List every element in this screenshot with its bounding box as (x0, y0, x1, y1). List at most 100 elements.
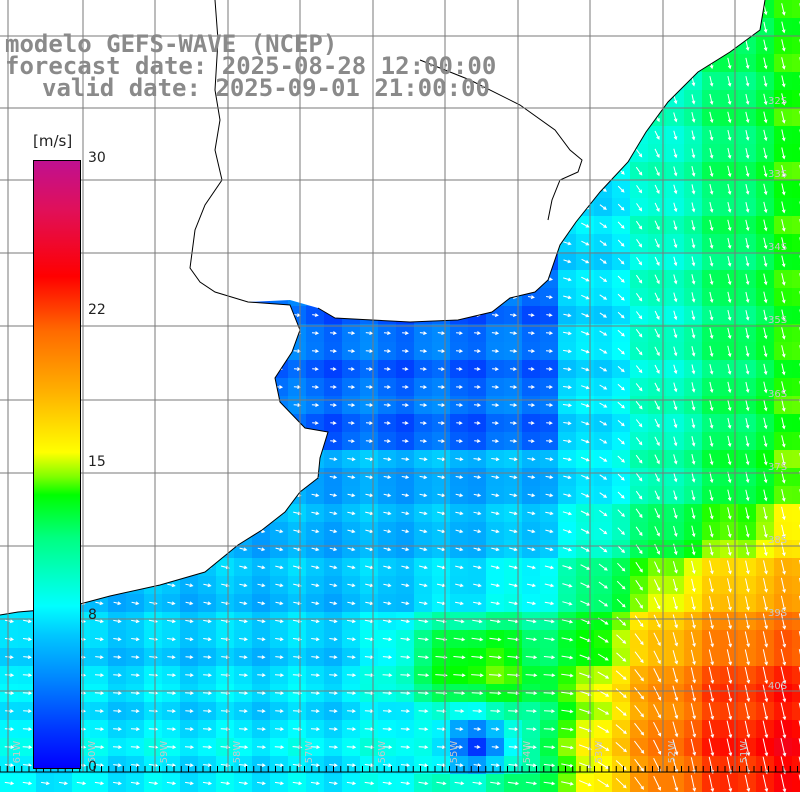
wind-arrow (167, 529, 176, 534)
wind-arrow (673, 4, 678, 15)
wind-arrow (365, 133, 374, 137)
wind-arrow (132, 241, 139, 245)
wind-arrow (636, 23, 643, 32)
wind-arrow (727, 21, 732, 33)
wind-arrow (780, 613, 787, 630)
wind-arrow (510, 79, 517, 83)
wind-arrow (654, 202, 660, 213)
wind-arrow (5, 349, 14, 353)
colorbar-unit: [m/s] (33, 132, 73, 150)
wind-arrow (275, 115, 284, 119)
wind-arrow (581, 7, 590, 12)
wind-arrow (311, 115, 320, 119)
wind-arrow (636, 185, 643, 194)
wind-arrow (635, 166, 643, 176)
wind-arrow (59, 115, 68, 119)
wind-arrow (617, 149, 625, 157)
wind-arrow (22, 691, 33, 695)
wind-arrow (745, 381, 750, 394)
wind-arrow (23, 709, 32, 713)
wind-arrow (727, 542, 732, 557)
wind-arrow (203, 115, 212, 119)
wind-arrow (167, 187, 175, 191)
wind-arrow (401, 565, 410, 570)
wind-arrow (438, 367, 445, 371)
wind-arrow (329, 655, 338, 659)
wind-arrow (329, 673, 338, 677)
wind-arrow (202, 781, 213, 786)
wind-arrow (492, 133, 499, 137)
wind-arrow (166, 727, 177, 731)
wind-arrow (95, 295, 104, 299)
wind-arrow (780, 702, 787, 721)
wind-arrow (41, 61, 50, 65)
wind-arrow (544, 565, 555, 570)
wind-arrow (691, 22, 696, 33)
wind-arrow (597, 743, 610, 751)
wind-arrow (167, 493, 176, 498)
wind-arrow (489, 691, 502, 696)
wind-arrow (727, 417, 732, 430)
wind-arrow (330, 43, 337, 47)
wind-arrow (348, 367, 355, 371)
wind-arrow (563, 43, 572, 48)
wind-arrow (599, 545, 608, 553)
wind-arrow (113, 457, 122, 461)
wind-arrow (257, 277, 265, 281)
wind-arrow (95, 457, 104, 462)
wind-arrow (330, 313, 337, 317)
wind-arrow (727, 345, 732, 358)
wind-arrow (580, 168, 590, 174)
wind-arrow (258, 97, 265, 101)
wind-arrow (167, 511, 176, 516)
wind-arrow (581, 294, 590, 300)
wind-arrow (402, 439, 409, 443)
wind-arrow (292, 781, 303, 786)
wind-arrow (745, 489, 750, 502)
wind-arrow (330, 295, 337, 299)
wind-arrow (492, 79, 499, 83)
wind-arrow (186, 133, 193, 137)
wind-arrow (617, 95, 625, 103)
wind-arrow (745, 76, 750, 87)
wind-arrow (545, 277, 554, 281)
wind-arrow (635, 41, 643, 50)
wind-arrow (418, 565, 428, 570)
wind-arrow (528, 421, 535, 425)
wind-arrow (599, 474, 608, 480)
wind-arrow (473, 583, 482, 588)
wind-arrow (348, 205, 355, 209)
wind-arrow (328, 745, 339, 749)
wind-arrow (763, 417, 768, 430)
wind-arrow (418, 727, 429, 731)
wind-arrow (329, 493, 338, 497)
wind-arrow (24, 259, 31, 263)
wind-arrow (310, 673, 321, 677)
wind-arrow (599, 240, 607, 246)
wind-arrow (258, 295, 265, 299)
wind-arrow (186, 349, 193, 353)
wind-arrow (635, 347, 643, 356)
wind-arrow (186, 79, 193, 83)
wind-arrow (311, 223, 320, 227)
wind-arrow (709, 129, 714, 141)
wind-arrow (491, 241, 500, 245)
wind-arrow (186, 295, 193, 299)
wind-arrow (745, 22, 750, 33)
wind-arrow (561, 673, 574, 678)
wind-arrow (615, 777, 627, 789)
wind-arrow (598, 563, 608, 571)
wind-arrow (240, 421, 247, 425)
latitude-label: 36S (768, 389, 787, 400)
wind-arrow (563, 187, 572, 192)
wind-arrow (437, 421, 446, 425)
wind-arrow (456, 187, 463, 191)
wind-arrow (672, 685, 679, 702)
wind-arrow (508, 727, 519, 731)
wind-arrow (527, 547, 536, 552)
wind-arrow (727, 489, 732, 502)
wind-arrow (114, 295, 121, 299)
wind-arrow (347, 565, 356, 570)
